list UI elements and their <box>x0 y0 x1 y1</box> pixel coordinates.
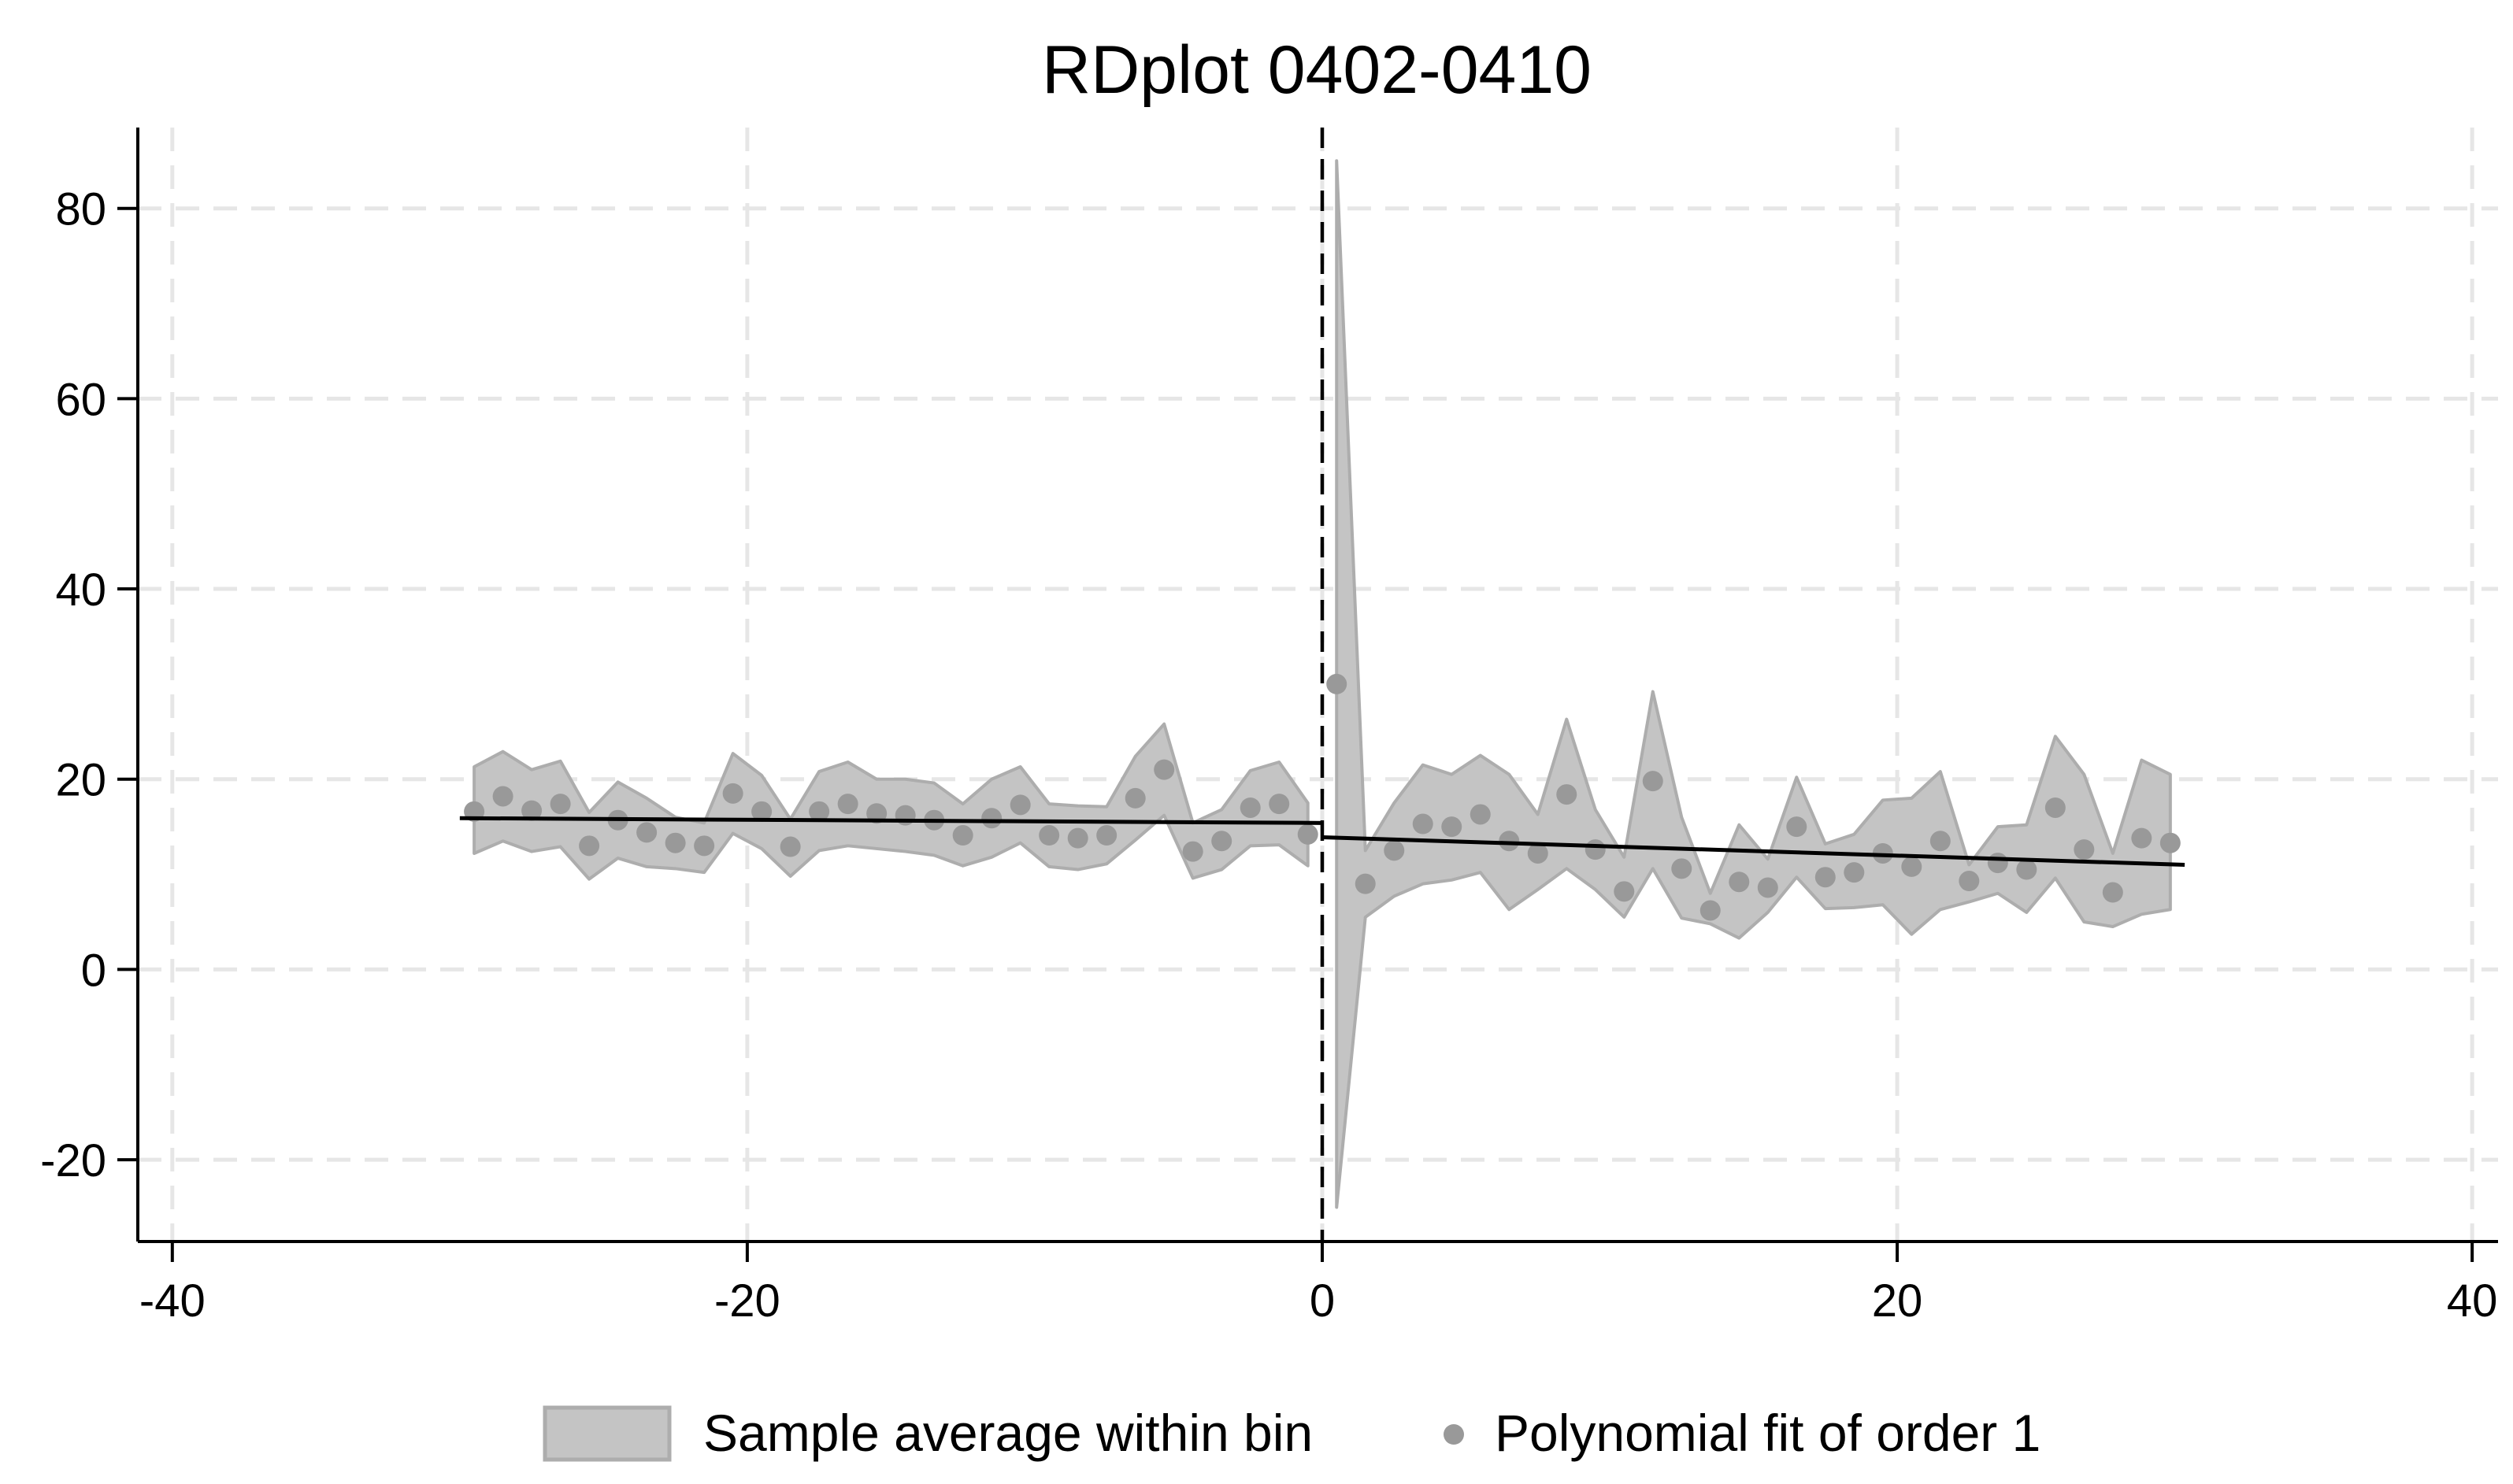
data-point <box>1412 813 1433 835</box>
data-point <box>1556 784 1577 805</box>
x-tick-label: -20 <box>714 1275 780 1327</box>
data-point <box>751 801 773 822</box>
data-point <box>550 794 571 815</box>
data-point <box>780 836 801 857</box>
legend-swatch-band <box>543 1405 672 1462</box>
data-point <box>1901 856 1922 877</box>
data-point <box>981 808 1003 829</box>
data-point <box>1297 823 1318 845</box>
data-point <box>1182 841 1203 862</box>
data-point <box>1786 816 1807 838</box>
data-point <box>1585 839 1606 860</box>
data-point <box>1240 797 1261 818</box>
data-point <box>2016 859 2037 880</box>
data-point <box>665 832 686 853</box>
axes <box>136 128 2498 1243</box>
band-right <box>1335 159 2172 1209</box>
data-point <box>1010 794 1031 816</box>
data-point <box>1642 771 1663 792</box>
y-tick-label: 40 <box>55 564 106 616</box>
data-point <box>1269 794 1290 815</box>
data-point <box>1096 825 1118 846</box>
data-point <box>1929 831 1951 852</box>
data-point <box>1499 831 1520 852</box>
data-point <box>1039 825 1060 846</box>
y-tick-label: -20 <box>40 1135 106 1186</box>
data-point <box>837 794 858 815</box>
data-point <box>1814 867 1836 888</box>
data-point <box>1987 853 2008 874</box>
chart-title: RDplot 0402-0410 <box>1042 32 1592 108</box>
y-tick-label: 80 <box>55 184 106 235</box>
data-point <box>579 835 600 857</box>
x-tick-label: -40 <box>139 1275 206 1327</box>
data-point <box>1355 873 1376 894</box>
data-point <box>722 783 743 804</box>
data-point <box>2102 882 2123 903</box>
data-point <box>1729 872 1750 893</box>
data-point <box>521 800 543 821</box>
data-point <box>1844 862 1865 883</box>
data-point <box>1384 840 1405 861</box>
data-point <box>1671 858 1692 879</box>
data-point <box>1067 827 1088 849</box>
data-point <box>1614 881 1635 902</box>
x-axis-ticks: -40 -20 0 20 40 <box>139 1242 2498 1327</box>
fit-line-right <box>1321 835 2185 867</box>
data-point <box>952 825 973 846</box>
data-point <box>1699 900 1721 921</box>
data-point <box>1211 831 1232 852</box>
data-point <box>1757 877 1778 898</box>
y-axis-ticks: -20 0 20 40 60 80 <box>40 184 138 1186</box>
data-point <box>1326 673 1347 694</box>
y-tick-label: 60 <box>55 374 106 425</box>
legend-swatch-dot <box>1444 1424 1464 1445</box>
legend: Sample average within bin Polynomial fit… <box>543 1404 2040 1462</box>
y-tick-label: 20 <box>55 755 106 806</box>
data-point <box>809 801 830 822</box>
x-tick-label: 40 <box>2447 1275 2498 1327</box>
data-point <box>2044 797 2066 818</box>
legend-label-band: Sample average within bin <box>703 1404 1313 1462</box>
data-point <box>1527 842 1548 864</box>
fit-lines <box>459 816 2185 867</box>
y-tick-label: 0 <box>81 945 106 996</box>
x-tick-label: 20 <box>1872 1275 1923 1327</box>
data-point <box>694 835 715 857</box>
data-point <box>1470 804 1491 825</box>
data-point <box>2131 827 2152 849</box>
data-point <box>636 822 658 843</box>
data-point <box>492 786 513 807</box>
data-point <box>1959 871 1980 892</box>
data-point <box>1125 787 1146 809</box>
x-tick-label: 0 <box>1310 1275 1335 1327</box>
data-point <box>1154 759 1175 780</box>
data-point <box>1441 816 1462 838</box>
data-point <box>2074 839 2095 860</box>
fit-line-left <box>459 816 1322 825</box>
data-point <box>2159 832 2181 853</box>
legend-label-dot: Polynomial fit of order 1 <box>1495 1404 2040 1462</box>
